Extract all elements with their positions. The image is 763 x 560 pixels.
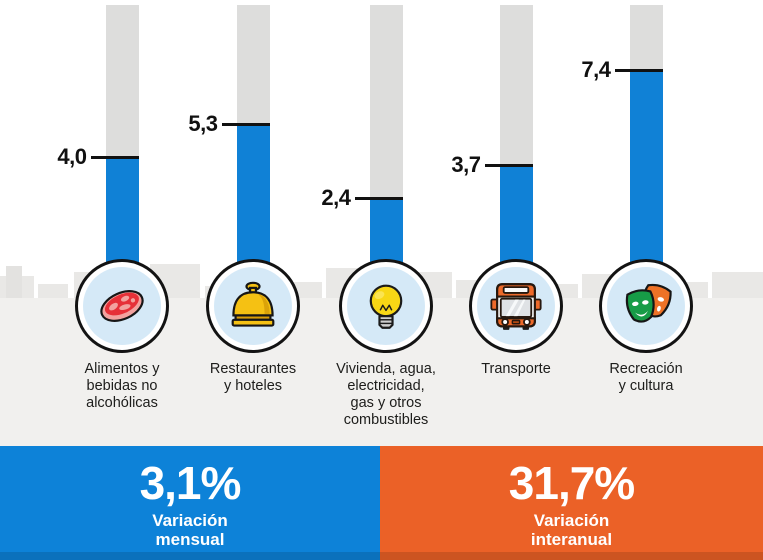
bottom-shadow-strip (0, 552, 763, 560)
category-label: Restaurantes y hoteles (209, 361, 297, 394)
category-label: Transporte (481, 361, 551, 377)
bell-icon (224, 277, 282, 335)
bar-value-label: 2,4 (321, 185, 351, 210)
label-line: Variación (152, 511, 228, 530)
monthly-variation-value: 3,1% (139, 457, 242, 509)
bar-value-label: 7,4 (581, 57, 611, 82)
category-icon-circle (75, 259, 169, 353)
bar-value-label: 4,0 (57, 144, 87, 169)
category-icon-circle (599, 259, 693, 353)
category-label: Recreación y cultura (609, 361, 683, 394)
yearly-variation-panel: 31,7% Variación interanual (380, 446, 763, 560)
bar-value-label: 3,7 (451, 152, 481, 177)
bar-tick-line (614, 68, 663, 72)
theater-masks-icon (617, 277, 675, 335)
monthly-variation-panel: 3,1% Variación mensual (0, 446, 380, 560)
monthly-variation-label: Variación mensual (0, 511, 380, 549)
steak-icon (93, 277, 151, 335)
category-label: Alimentos y bebidas no alcohólicas (84, 361, 160, 411)
bar-tick-line (221, 122, 270, 126)
bar-tick-line (484, 163, 533, 167)
bar-fill (629, 70, 663, 263)
bar-tick-line (90, 155, 139, 159)
yearly-variation-value: 31,7% (508, 457, 635, 509)
label-line: interanual (530, 530, 613, 549)
bar-fill (105, 157, 139, 263)
bus-icon (487, 277, 545, 335)
bar-tick-line (354, 196, 403, 200)
category-label: Vivienda, agua, electricidad, gas y otros c… (336, 361, 436, 428)
bar-fill (499, 165, 533, 263)
bar-fill (369, 198, 403, 263)
bar-value-label: 5,3 (188, 111, 218, 136)
lightbulb-icon (357, 277, 415, 335)
category-icon-circle (469, 259, 563, 353)
yearly-variation-label: Variación interanual (380, 511, 763, 549)
bar-fill (236, 124, 270, 263)
label-line: Variación (533, 511, 610, 530)
category-icon-circle (339, 259, 433, 353)
category-icon-circle (206, 259, 300, 353)
label-line: mensual (155, 530, 225, 549)
